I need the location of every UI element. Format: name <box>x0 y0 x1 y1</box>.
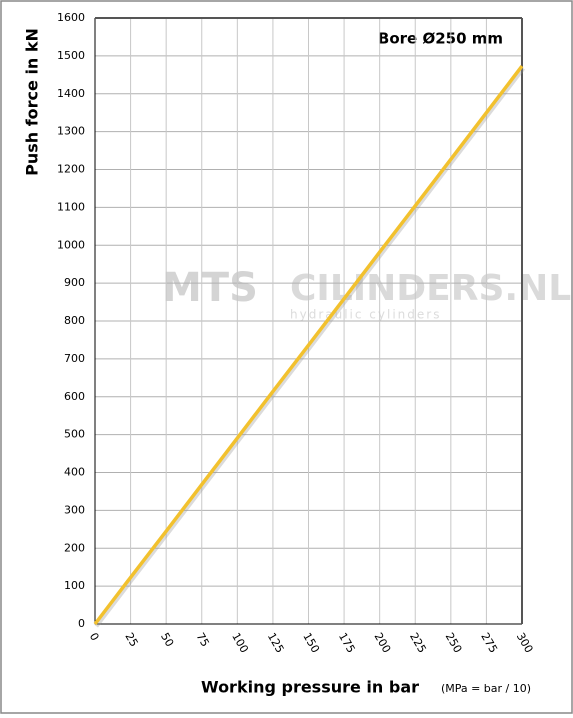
y-tick-label: 0 <box>78 617 85 630</box>
watermark: CILINDERS.NL <box>290 268 571 309</box>
y-tick-label: 200 <box>64 541 85 554</box>
x-tick-label: 25 <box>122 631 140 650</box>
line-shadow <box>94 66 525 628</box>
y-tick-label: 1100 <box>57 200 85 213</box>
x-tick-label: 50 <box>158 631 176 650</box>
y-tick-label: 300 <box>64 503 85 516</box>
x-axis-note: (MPa = bar / 10) <box>441 682 531 695</box>
y-tick-label: 600 <box>64 390 85 403</box>
y-tick-label: 400 <box>64 466 85 479</box>
y-tick-label: 1400 <box>57 87 85 100</box>
data-line <box>93 65 524 626</box>
y-tick-label: 1300 <box>57 125 85 138</box>
y-tick-label: 700 <box>64 352 85 365</box>
watermark: MTS <box>162 265 258 311</box>
y-tick-label: 1000 <box>57 238 85 251</box>
x-axis-label: Working pressure in bar <box>201 678 419 697</box>
y-tick-label: 1200 <box>57 163 85 176</box>
chart-title: Bore Ø250 mm <box>378 30 503 48</box>
x-tick-label: 75 <box>194 631 212 650</box>
y-tick-label: 1600 <box>57 11 85 24</box>
y-tick-label: 500 <box>64 428 85 441</box>
y-tick-label: 800 <box>64 314 85 327</box>
watermark: hydraulic cylinders <box>290 308 441 322</box>
y-axis-label: Push force in kN <box>23 28 42 176</box>
y-tick-label: 100 <box>64 579 85 592</box>
y-tick-label: 1500 <box>57 49 85 62</box>
y-tick-label: 900 <box>64 276 85 289</box>
